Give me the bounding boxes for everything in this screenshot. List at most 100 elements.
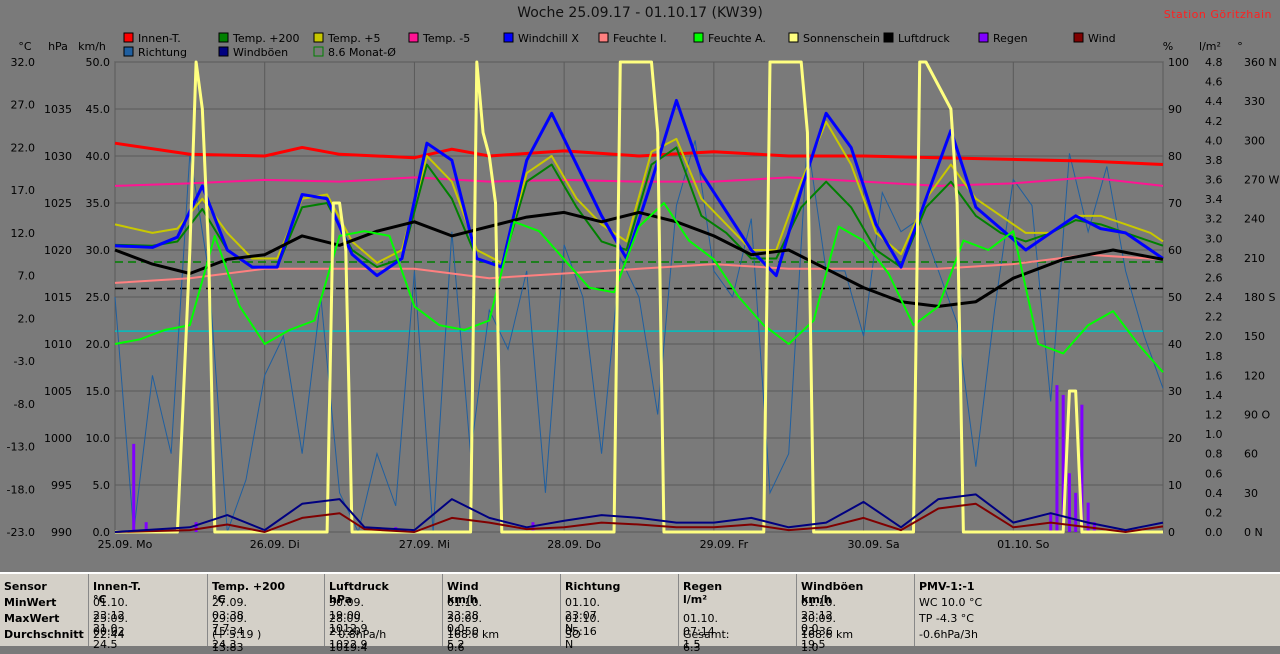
legend-swatch: [408, 32, 419, 43]
rain-bar: [132, 443, 136, 532]
stats-column-unit: hPa: [329, 593, 353, 606]
tick-label-kmh: 5.0: [93, 479, 111, 492]
axis-unit-temp: °C: [18, 40, 32, 53]
tick-label-direction: 240: [1244, 213, 1265, 226]
series-line-feuchte-a-: [114, 202, 1164, 373]
tick-label-hpa: 1035: [44, 103, 72, 116]
stats-time: 16:50: [447, 625, 479, 638]
tick-label-kmh: 15.0: [86, 385, 111, 398]
tick-label-direction: 60: [1244, 448, 1258, 461]
tick-label-rain: 1.4: [1205, 389, 1223, 402]
tick-label-direction: 270 W: [1244, 174, 1279, 187]
legend-label: 8.6 Monat-Ø: [328, 46, 396, 59]
stats-column-name: Richtung: [565, 580, 621, 593]
stats-date: 28.09.: [329, 612, 364, 625]
stats-time: 19:00: [329, 609, 361, 622]
legend-label: Windböen: [233, 46, 288, 59]
stats-date: 27.09.: [212, 596, 247, 609]
axis-unit-rain: l/m²: [1199, 40, 1221, 53]
tick-label-temp: -3.0: [14, 355, 35, 368]
stats-cell-row: 01.10. 05:16 N: [565, 612, 675, 651]
tick-label-rain: 0.4: [1205, 487, 1223, 500]
stats-column-name: PMV-1:-1: [919, 580, 975, 593]
stats-column: PMV-1:-1 WC 10.0 °C TP -4.3 °C -0.6hPa/3h: [914, 574, 1033, 646]
rain-bar: [1055, 385, 1059, 532]
rain-bar: [1074, 492, 1078, 532]
rain-bar: [1080, 404, 1084, 532]
legend-swatch: [123, 32, 134, 43]
legend-label: Richtung: [138, 46, 187, 59]
weather-chart: °C hPa km/h% l/m² ° 50.0 45.0 40.0 35.0 30.0 25.0 2…: [7, 32, 1280, 551]
tick-label-rain: 0.2: [1205, 506, 1223, 519]
stats-time: Gesamt:: [683, 628, 730, 641]
stats-date: 01.10.: [801, 596, 836, 609]
series-line-feuchte-i-: [114, 253, 1164, 284]
stats-date: 30.09.: [447, 612, 482, 625]
tick-label-percent: 70: [1168, 197, 1182, 210]
stats-cell-row: 01.10. 23:12 0.0: [801, 596, 911, 635]
stats-cell-row: SO: [565, 628, 675, 644]
stats-time: 05:16: [565, 625, 597, 638]
legend-label: Temp. +5: [327, 32, 381, 45]
tick-label-rain: 0.6: [1205, 467, 1223, 480]
stats-cell-row: ^0.8hPa/h 1019.4: [329, 628, 439, 654]
stats-value: 1.0: [801, 641, 819, 654]
stats-column-name: Temp. +200: [212, 580, 286, 593]
tick-label-rain: 1.2: [1205, 409, 1223, 422]
stats-table: Sensor MinWert MaxWert Durchschnitt Innen-T.…: [0, 572, 1280, 654]
stats-column-name: Regen: [683, 580, 723, 593]
tick-label-temp: -23.0: [7, 526, 35, 539]
stats-cell-row: -0.6hPa/3h: [919, 628, 1029, 644]
legend-swatch: [598, 32, 609, 43]
tick-label-direction: 330: [1244, 95, 1265, 108]
stats-time: 03:38: [212, 609, 244, 622]
stats-time: 168.6 km: [801, 628, 854, 641]
tick-label-rain: 4.6: [1205, 76, 1223, 89]
station-name: Station Göritzhain: [1163, 8, 1272, 21]
tick-label-temp: -18.0: [7, 483, 35, 496]
tick-label-rain: 0.0: [1205, 526, 1223, 539]
stats-cell-row: 01.10. 23:12 21.0: [93, 596, 204, 635]
legend-label: Temp. -5: [422, 32, 470, 45]
tick-label-rain: 0.8: [1205, 448, 1223, 461]
legend-swatch: [693, 32, 704, 43]
day-label: 25.09. Mo: [98, 538, 153, 551]
tick-label-kmh: 0.0: [93, 526, 111, 539]
rain-bar: [1067, 473, 1071, 532]
stats-cell-row: Gesamt: 6.3: [683, 628, 793, 654]
stats-value: 7.7: [212, 622, 230, 635]
stats-column-unit: °C: [212, 593, 226, 606]
stats-value: 21.0: [93, 622, 118, 635]
day-label: 30.09. Sa: [847, 538, 899, 551]
tick-label-temp: 7.0: [18, 270, 36, 283]
stats-row-label: MinWert: [4, 596, 57, 609]
tick-label-hpa: 1005: [44, 385, 72, 398]
stats-column-header: PMV-1:-1: [919, 580, 1029, 596]
tick-label-percent: 80: [1168, 150, 1182, 163]
stats-cell-row: 30.09. 23:36 19.5: [801, 612, 911, 651]
stats-cell-row: 28.09. 21:20 1022.9: [329, 612, 439, 651]
legend-label: Luftdruck: [898, 32, 950, 45]
tick-label-kmh: 50.0: [86, 56, 111, 69]
stats-column-header: Wind km/h: [447, 580, 557, 606]
legend-swatch: [788, 32, 799, 43]
stats-date: 30.09.: [329, 596, 364, 609]
stats-cell-row: 168.6 km 1.0: [801, 628, 911, 654]
series-line-wind: [114, 502, 1164, 533]
tick-label-rain: 2.2: [1205, 311, 1223, 324]
series-line-temp-5: [114, 176, 1164, 187]
tick-label-kmh: 35.0: [86, 197, 111, 210]
axis-unit-percent: %: [1163, 40, 1173, 53]
stats-column-header: Windböen km/h: [801, 580, 911, 606]
tick-label-hpa: 1015: [44, 291, 72, 304]
legend-swatch: [218, 46, 229, 57]
axis-unit-hpa: hPa: [48, 40, 68, 53]
stats-date: 01.10.: [565, 612, 600, 625]
tick-label-rain: 3.6: [1205, 174, 1223, 187]
series-line-richtung: [114, 140, 1164, 534]
stats-value: 6.3: [683, 641, 701, 654]
stats-cell-row: 22.44: [93, 628, 204, 644]
tick-label-rain: 1.6: [1205, 369, 1223, 382]
stats-cell-row: [683, 596, 793, 612]
stats-cell-row: 168.6 km 0.6: [447, 628, 557, 654]
